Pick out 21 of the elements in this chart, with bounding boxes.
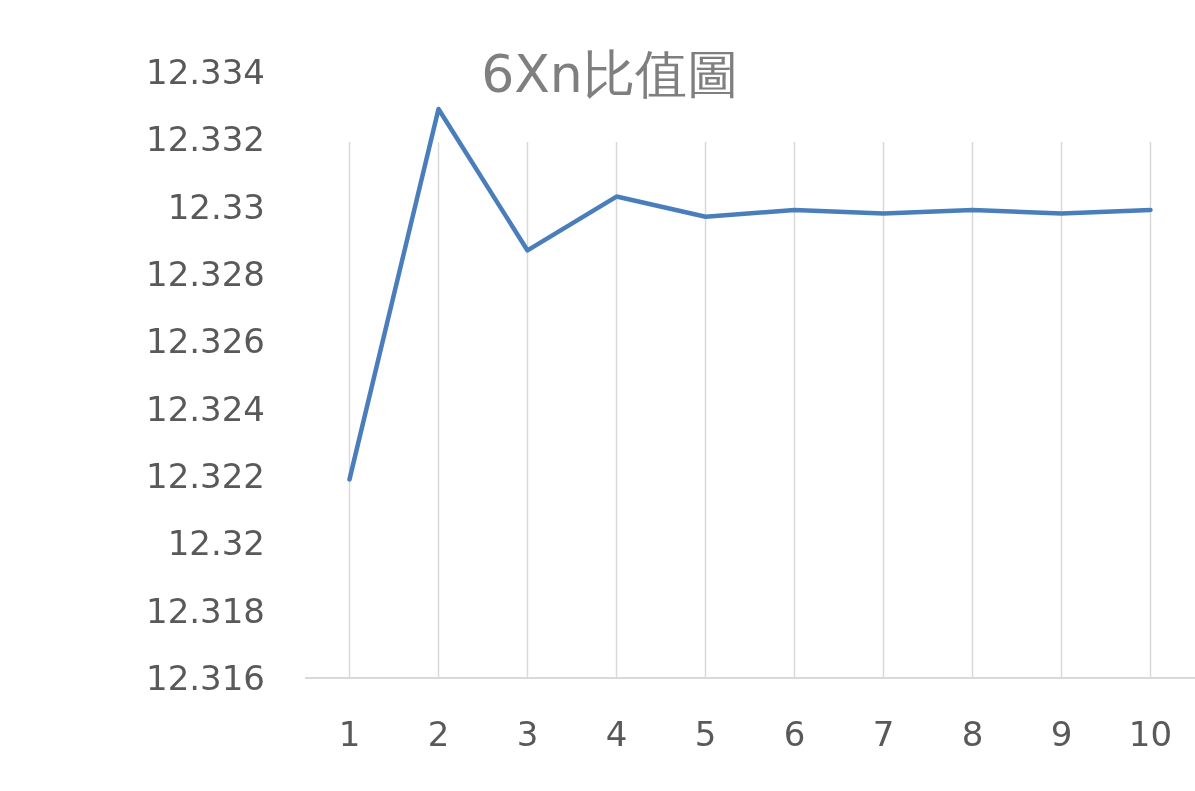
x-tick-label: 10 [1128,714,1173,754]
x-tick-label: 5 [694,714,717,754]
y-tick-label: 12.318 [146,590,265,631]
y-tick-label: 12.32 [167,523,265,564]
y-tick-label: 12.33 [167,186,265,227]
y-tick-label: 12.316 [146,658,265,698]
x-tick-label: 2 [427,714,450,754]
chart-title: 6Xn比值圖 [481,44,739,104]
x-tick-label: 8 [961,714,984,754]
y-tick-label: 12.324 [146,388,265,429]
x-tick-label: 9 [1050,714,1073,754]
x-tick-label: 4 [605,714,628,754]
y-tick-label: 12.322 [146,456,265,496]
y-tick-label: 12.326 [146,321,265,362]
y-tick-label: 12.328 [146,254,265,294]
x-tick-label: 6 [783,714,806,754]
x-tick-label: 7 [872,714,895,754]
x-tick-label: 1 [338,714,361,754]
y-tick-label: 12.334 [146,52,265,92]
y-tick-label: 12.332 [146,119,265,160]
x-tick-label: 3 [516,714,539,754]
